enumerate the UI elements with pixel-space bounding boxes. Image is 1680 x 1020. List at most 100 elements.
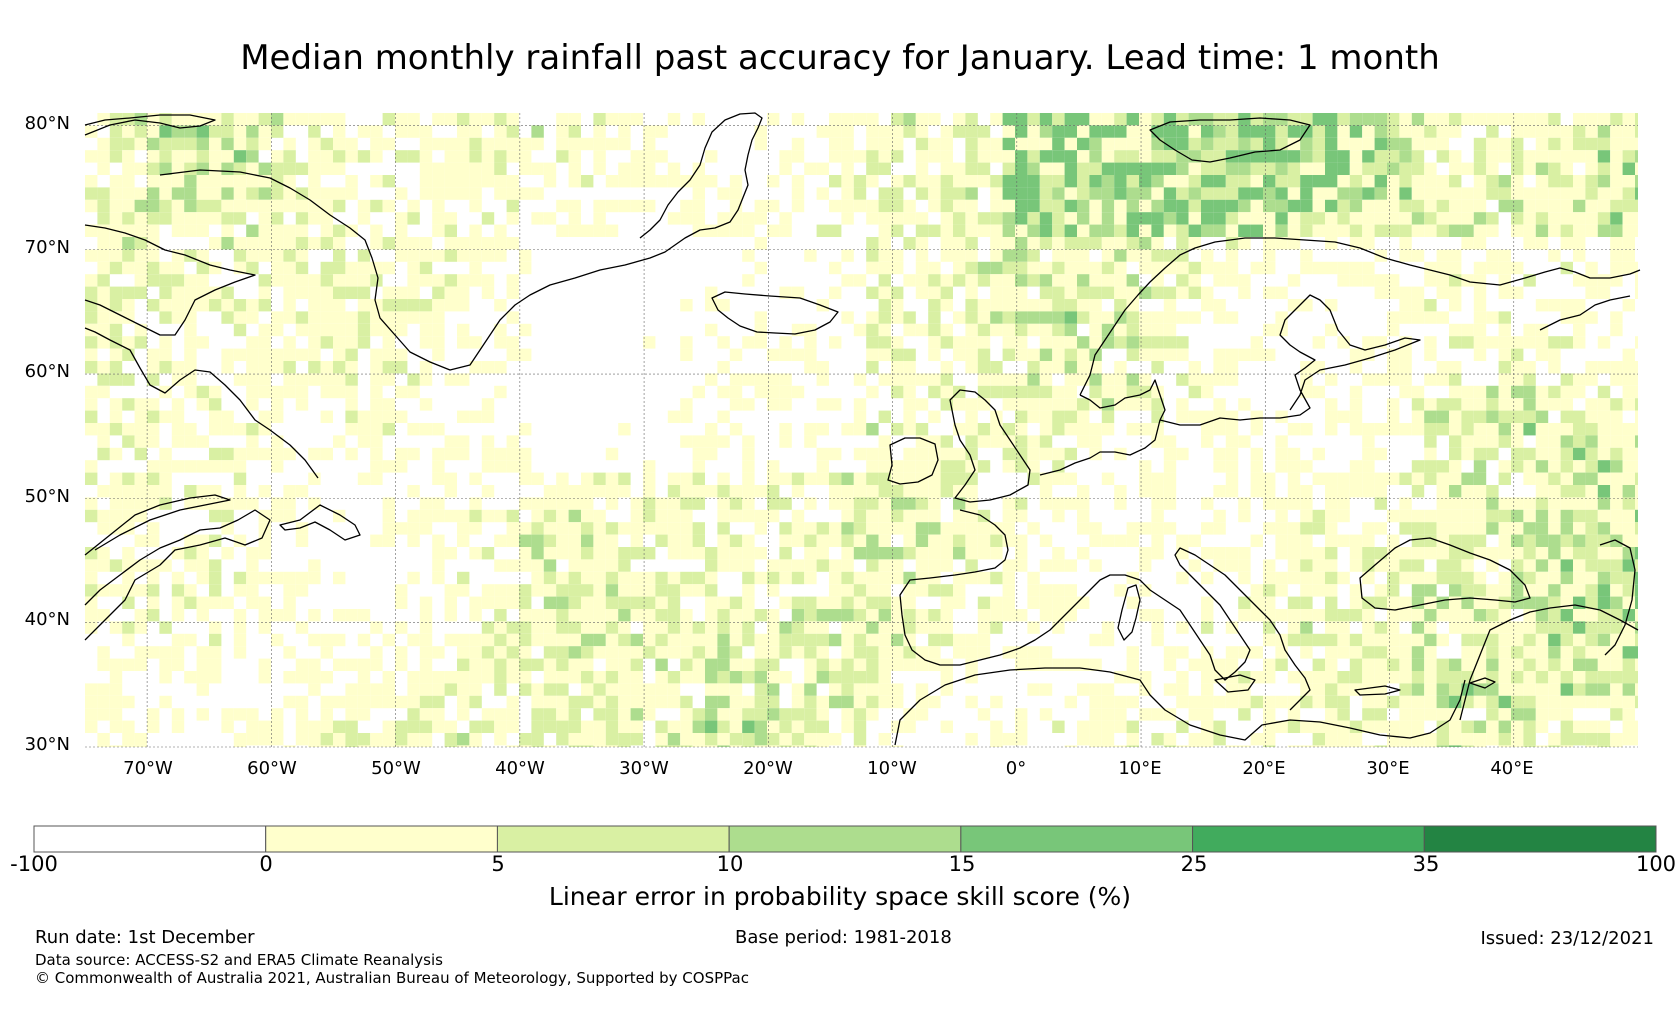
skill-cell	[1498, 348, 1511, 361]
skill-cell	[692, 522, 705, 535]
skill-cell	[1002, 137, 1015, 151]
skill-cell	[1498, 695, 1511, 709]
skill-cell	[1188, 274, 1201, 287]
skill-cell	[1449, 113, 1462, 126]
skill-cell	[1622, 224, 1635, 237]
skill-cell	[122, 435, 135, 448]
skill-cell	[1535, 150, 1549, 163]
skill-cell	[1101, 187, 1115, 200]
skill-cell	[1114, 261, 1127, 275]
skill-cell	[1399, 745, 1412, 747]
skill-cell	[1287, 745, 1301, 747]
skill-cell	[928, 497, 941, 510]
skill-cell	[382, 423, 395, 436]
skill-cell	[816, 224, 829, 237]
skill-cell	[271, 150, 284, 163]
skill-cell	[382, 113, 395, 126]
skill-cell	[258, 658, 271, 671]
skill-cell	[1473, 621, 1487, 634]
skill-cell	[1139, 237, 1152, 250]
skill-cell	[1473, 472, 1487, 485]
skill-cell	[1461, 559, 1474, 572]
skill-cell	[333, 348, 346, 361]
skill-cell	[308, 720, 321, 733]
skill-cell	[1139, 175, 1152, 188]
skill-cell	[1101, 274, 1115, 287]
skill-cell	[444, 720, 457, 733]
skill-cell	[1585, 361, 1598, 374]
skill-cell	[1176, 175, 1189, 188]
skill-cell	[1325, 237, 1338, 250]
skill-cell	[1176, 373, 1189, 386]
skill-cell	[1325, 559, 1338, 572]
skill-cell	[853, 423, 867, 436]
skill-cell	[1349, 361, 1363, 374]
skill-cell	[1535, 385, 1549, 399]
skill-cell	[1362, 150, 1375, 163]
skill-cell	[481, 596, 495, 609]
skill-cell	[1287, 199, 1301, 213]
skill-cell	[469, 745, 482, 747]
skill-cell	[1399, 373, 1412, 386]
skill-cell	[1225, 361, 1239, 374]
skill-cell	[506, 348, 519, 361]
skill-cell	[1213, 695, 1226, 709]
skill-cell	[1411, 137, 1425, 151]
skill-cell	[729, 671, 743, 684]
skill-cell	[357, 274, 371, 287]
skill-cell	[85, 559, 98, 572]
skill-cell	[159, 621, 172, 634]
skill-cell	[866, 497, 879, 510]
skill-cell	[965, 671, 978, 684]
skill-cell	[1362, 522, 1375, 535]
skill-cell	[878, 299, 891, 312]
skill-cell	[1250, 410, 1263, 423]
skill-cell	[1449, 571, 1462, 585]
skill-cell	[1362, 571, 1375, 585]
skill-cell	[1424, 113, 1437, 126]
skill-cell	[258, 609, 271, 622]
skill-cell	[1349, 646, 1363, 659]
skill-cell	[1275, 125, 1288, 138]
skill-cell	[1126, 658, 1139, 671]
skill-cell	[122, 299, 135, 312]
skill-cell	[395, 646, 408, 659]
skill-cell	[915, 423, 929, 436]
skill-cell	[1114, 336, 1127, 349]
skill-cell	[891, 621, 904, 634]
skill-cell	[382, 175, 395, 188]
skill-cell	[444, 162, 457, 175]
skill-cell	[283, 162, 296, 175]
skill-cell	[531, 720, 544, 733]
skill-cell	[1473, 212, 1487, 225]
skill-cell	[903, 323, 916, 337]
skill-cell	[1300, 646, 1313, 659]
skill-cell	[1424, 410, 1437, 423]
skill-cell	[1039, 274, 1053, 287]
skill-cell	[432, 249, 445, 262]
skill-cell	[1325, 137, 1338, 151]
skill-cell	[680, 472, 693, 485]
skill-cell	[481, 708, 495, 721]
skill-cell	[196, 274, 209, 287]
skill-cell	[370, 410, 383, 423]
skill-cell	[295, 261, 309, 275]
skill-cell	[407, 286, 420, 299]
skill-cell	[357, 311, 371, 324]
skill-cell	[1263, 249, 1276, 262]
skill-cell	[754, 261, 767, 275]
skill-cell	[333, 199, 346, 213]
skill-cell	[382, 522, 395, 535]
skill-cell	[109, 423, 123, 436]
skill-cell	[581, 596, 594, 609]
skill-cell	[1399, 385, 1412, 399]
skill-cell	[196, 137, 209, 151]
skill-cell	[1263, 199, 1276, 213]
skill-cell	[878, 199, 891, 213]
skill-cell	[1052, 509, 1065, 523]
skill-cell	[295, 199, 309, 213]
skill-cell	[109, 261, 123, 275]
skill-cell	[1585, 150, 1598, 163]
skill-cell	[915, 237, 929, 250]
skill-cell	[1498, 385, 1511, 399]
